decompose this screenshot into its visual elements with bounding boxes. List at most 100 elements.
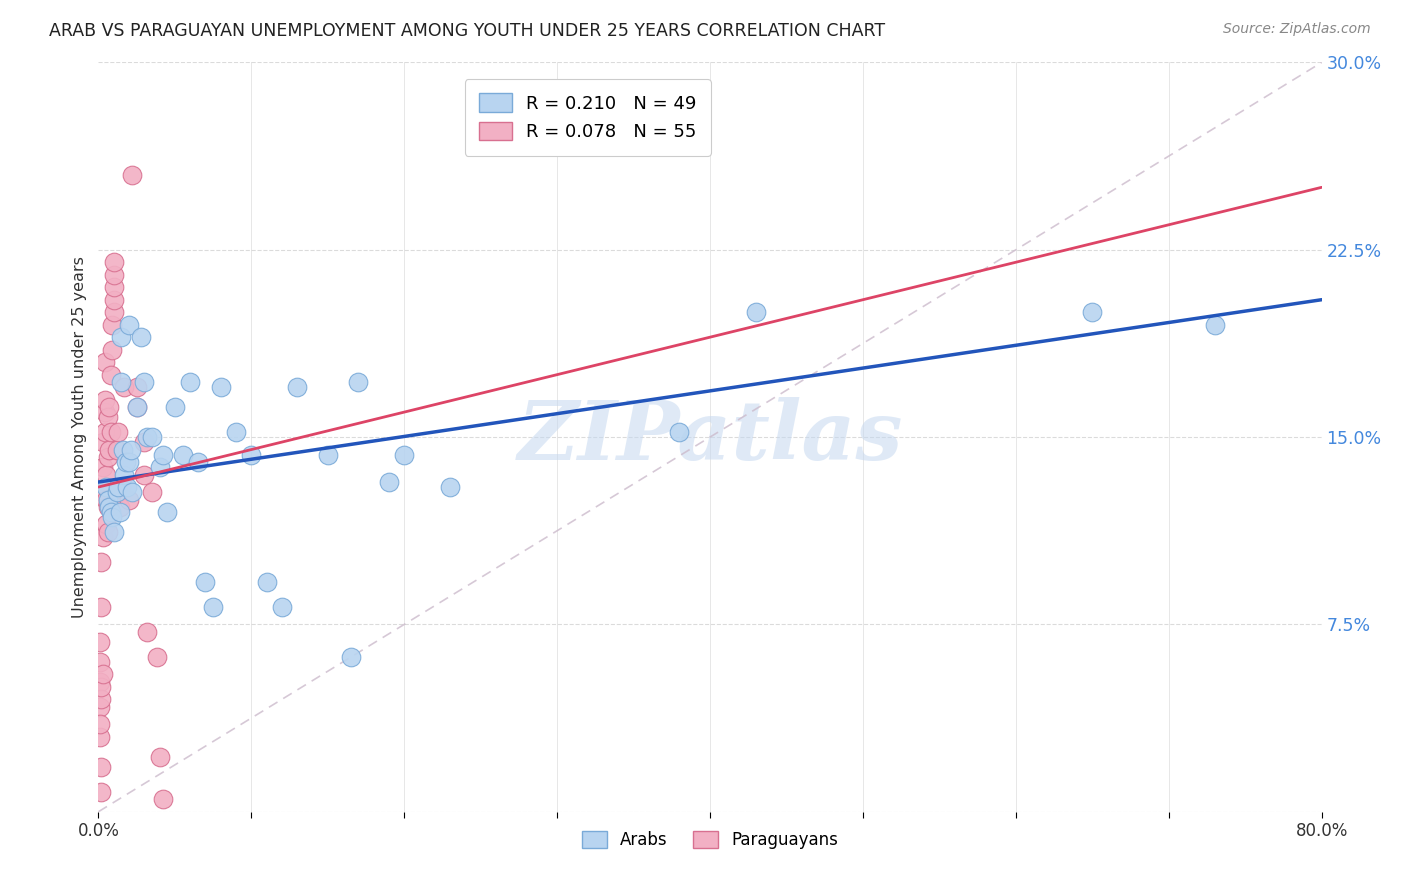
Point [90, 555, 112, 569]
Point [105, 485, 128, 500]
Point [134, 435, 156, 450]
Point [136, 430, 159, 444]
Point [156, 505, 179, 519]
Point [101, 343, 124, 357]
Point [111, 442, 134, 457]
Point [93, 425, 115, 439]
Point [90, 692, 112, 706]
Point [121, 485, 143, 500]
Point [134, 467, 156, 482]
Point [90, 760, 112, 774]
Point [93, 355, 115, 369]
Point [439, 480, 461, 494]
Point [121, 168, 143, 182]
Point [97, 410, 120, 425]
Text: ZIPatlas: ZIPatlas [517, 397, 903, 477]
Point [152, 448, 174, 462]
Point [110, 480, 132, 494]
Point [89, 717, 111, 731]
Point [91, 667, 114, 681]
Point [103, 280, 125, 294]
Point [94, 492, 117, 507]
Point [125, 400, 148, 414]
Point [172, 448, 194, 462]
Point [101, 318, 124, 332]
Point [316, 448, 339, 462]
Point [1081, 305, 1104, 319]
Point [91, 530, 114, 544]
Point [89, 674, 111, 689]
Point [105, 442, 128, 457]
Point [125, 400, 148, 414]
Point [209, 380, 232, 394]
Point [378, 475, 401, 489]
Point [129, 330, 152, 344]
Point [110, 330, 132, 344]
Point [94, 480, 117, 494]
Point [339, 649, 361, 664]
Point [125, 380, 148, 394]
Point [97, 524, 120, 539]
Point [179, 375, 201, 389]
Point [108, 500, 131, 514]
Point [103, 268, 125, 282]
Point [91, 435, 114, 450]
Point [90, 785, 112, 799]
Point [118, 492, 141, 507]
Point [108, 505, 131, 519]
Point [107, 425, 129, 439]
Y-axis label: Unemployment Among Youth under 25 years: Unemployment Among Youth under 25 years [72, 256, 87, 618]
Point [98, 500, 121, 514]
Point [112, 380, 135, 394]
Point [240, 448, 263, 462]
Point [120, 442, 142, 457]
Point [145, 649, 167, 664]
Point [270, 599, 292, 614]
Point [118, 455, 141, 469]
Point [90, 680, 112, 694]
Point [194, 574, 217, 589]
Point [163, 400, 186, 414]
Point [136, 624, 159, 639]
Point [91, 485, 114, 500]
Point [118, 318, 141, 332]
Point [94, 517, 117, 532]
Legend: Arabs, Paraguayans: Arabs, Paraguayans [575, 824, 845, 855]
Point [134, 375, 156, 389]
Point [103, 293, 125, 307]
Point [91, 460, 114, 475]
Point [103, 305, 125, 319]
Point [101, 510, 124, 524]
Text: ARAB VS PARAGUAYAN UNEMPLOYMENT AMONG YOUTH UNDER 25 YEARS CORRELATION CHART: ARAB VS PARAGUAYAN UNEMPLOYMENT AMONG YO… [49, 22, 886, 40]
Point [225, 425, 247, 439]
Point [100, 505, 122, 519]
Point [149, 749, 172, 764]
Point [152, 792, 174, 806]
Point [97, 450, 120, 464]
Point [93, 405, 115, 419]
Point [100, 425, 122, 439]
Point [347, 375, 370, 389]
Point [141, 430, 163, 444]
Point [103, 524, 125, 539]
Point [89, 730, 111, 744]
Point [392, 448, 416, 462]
Point [115, 455, 138, 469]
Point [117, 480, 139, 494]
Point [103, 255, 125, 269]
Point [90, 599, 112, 614]
Point [149, 460, 172, 475]
Point [89, 635, 111, 649]
Point [89, 699, 111, 714]
Point [97, 500, 120, 514]
Point [285, 380, 308, 394]
Point [107, 480, 129, 494]
Text: Source: ZipAtlas.com: Source: ZipAtlas.com [1223, 22, 1371, 37]
Point [89, 655, 111, 669]
Point [256, 574, 278, 589]
Point [187, 455, 209, 469]
Point [1204, 318, 1226, 332]
Point [668, 425, 690, 439]
Point [112, 467, 135, 482]
Point [98, 400, 121, 414]
